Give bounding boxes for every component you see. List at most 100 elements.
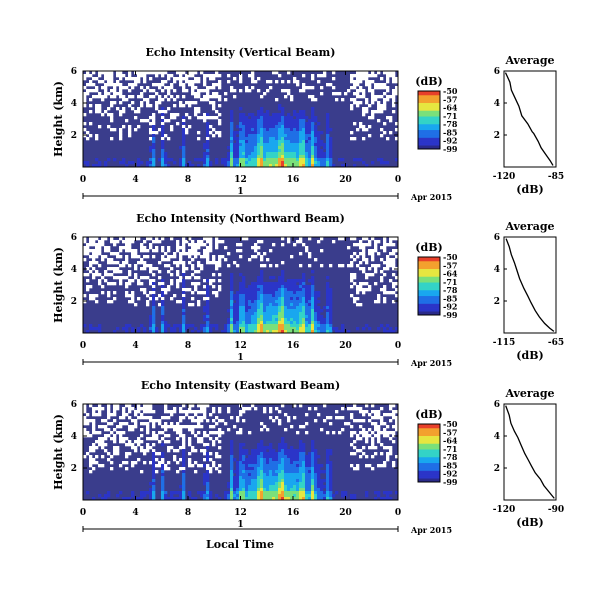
heatmap-cell xyxy=(194,282,198,286)
heatmap-cell xyxy=(236,497,240,501)
heatmap-cell xyxy=(122,125,126,129)
heatmap-cell xyxy=(248,285,252,289)
heatmap-cell xyxy=(89,270,93,274)
heatmap-cell xyxy=(317,309,321,313)
heatmap-cell xyxy=(104,95,108,99)
heatmap-cell xyxy=(392,98,396,102)
heatmap-cell xyxy=(149,419,153,423)
heatmap-cell xyxy=(272,318,276,322)
heatmap-cell xyxy=(392,110,396,114)
heatmap-cell xyxy=(278,131,282,135)
heatmap-cell xyxy=(218,455,222,459)
heatmap-cell xyxy=(89,122,93,126)
heatmap-cell xyxy=(182,467,186,471)
heatmap-cell xyxy=(152,83,156,87)
heatmap-cell xyxy=(290,461,294,465)
heatmap-cell xyxy=(161,321,165,325)
heatmap-cell xyxy=(239,249,243,253)
heatmap-cell xyxy=(353,297,357,301)
heatmap-cell xyxy=(269,497,273,501)
heatmap-cell xyxy=(287,455,291,459)
heatmap-cell xyxy=(260,309,264,313)
heatmap-cell xyxy=(197,264,201,268)
heatmap-cell xyxy=(206,246,210,250)
heatmap-cell xyxy=(113,128,117,132)
heatmap-cell xyxy=(299,146,303,150)
heatmap-cell xyxy=(152,119,156,123)
heatmap-cell xyxy=(242,324,246,328)
heatmap-cell xyxy=(266,452,270,456)
heatmap-cell xyxy=(269,143,273,147)
heatmap-cell xyxy=(383,246,387,250)
heatmap-cell xyxy=(284,413,288,417)
heatmap-cell xyxy=(143,267,147,271)
heatmap-cell xyxy=(389,131,393,135)
heatmap-cell xyxy=(305,294,309,298)
heatmap-cell xyxy=(368,86,372,90)
colorbar-tick-label: -57 xyxy=(443,260,457,270)
heatmap-cell xyxy=(152,327,156,331)
colorbar-cell xyxy=(418,287,440,291)
heatmap-cell xyxy=(125,240,129,244)
heatmap-cell xyxy=(227,428,231,432)
heatmap-cell xyxy=(278,470,282,474)
heatmap-cell xyxy=(329,321,333,325)
heatmap-cell xyxy=(257,306,261,310)
heatmap-cell xyxy=(227,330,231,334)
heatmap-cell xyxy=(371,446,375,450)
heatmap-cell xyxy=(251,497,255,501)
heatmap-cell xyxy=(230,300,234,304)
heatmap-cell xyxy=(389,291,393,295)
heatmap-cell xyxy=(137,77,141,81)
heatmap-cell xyxy=(299,300,303,304)
heatmap-cell xyxy=(302,291,306,295)
heatmap-cell xyxy=(392,291,396,295)
heatmap-cell xyxy=(263,119,267,123)
heatmap-cell xyxy=(209,116,213,120)
heatmap-cell xyxy=(395,282,399,286)
heatmap-cell xyxy=(203,452,207,456)
heatmap-cell xyxy=(230,288,234,292)
average-frame xyxy=(503,403,557,501)
heatmap-cell xyxy=(380,158,384,162)
heatmap-cell xyxy=(206,279,210,283)
heatmap-cell xyxy=(380,324,384,328)
heatmap-cell xyxy=(305,318,309,322)
heatmap-cell xyxy=(302,494,306,498)
heatmap-cell xyxy=(185,413,189,417)
heatmap-cell xyxy=(308,252,312,256)
heatmap-cell xyxy=(197,95,201,99)
heatmap-cell xyxy=(185,288,189,292)
heatmap-cell xyxy=(86,243,90,247)
heatmap-cell xyxy=(152,288,156,292)
heatmap-cell xyxy=(191,252,195,256)
heatmap-cell xyxy=(239,428,243,432)
heatmap-cell xyxy=(302,137,306,141)
heatmap-cell xyxy=(155,131,159,135)
heatmap-cell xyxy=(311,119,315,123)
heatmap-cell xyxy=(392,267,396,271)
heatmap-cell xyxy=(98,74,102,78)
heatmap-cell xyxy=(161,246,165,250)
heatmap-cell xyxy=(392,434,396,438)
heatmap-cell xyxy=(320,470,324,474)
heatmap-cell xyxy=(350,261,354,265)
heatmap-cell xyxy=(203,255,207,259)
heatmap-cell xyxy=(326,161,330,165)
heatmap-cell xyxy=(320,74,324,78)
heatmap-cell xyxy=(254,312,258,316)
heatmap-cell xyxy=(98,279,102,283)
heatmap-cell xyxy=(164,291,168,295)
colorbar-tick-label: -64 xyxy=(443,269,458,279)
heatmap-cell xyxy=(203,77,207,81)
heatmap-cell xyxy=(383,413,387,417)
heatmap-cell xyxy=(389,116,393,120)
heatmap-cell xyxy=(209,131,213,135)
heatmap-cell xyxy=(233,491,237,495)
heatmap-cell xyxy=(218,113,222,117)
colorbar-cell xyxy=(418,311,440,314)
heatmap-cell xyxy=(140,86,144,90)
heatmap-cell xyxy=(353,92,357,96)
heatmap-cell xyxy=(230,294,234,298)
heatmap-cell xyxy=(389,237,393,241)
